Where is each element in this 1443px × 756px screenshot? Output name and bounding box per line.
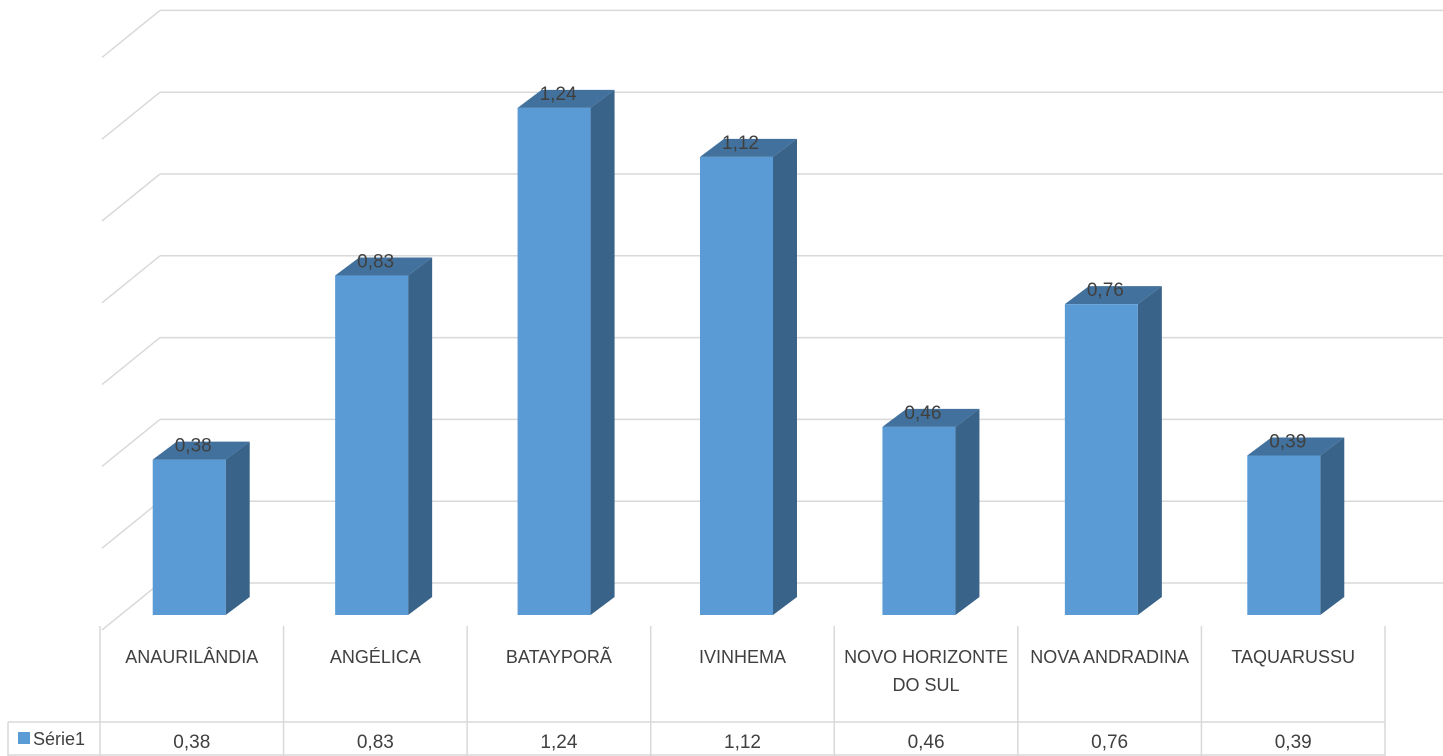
- bar: [1064, 304, 1138, 615]
- bar-top: [1064, 286, 1162, 305]
- table-value: 1,24: [540, 732, 577, 753]
- bar: [517, 107, 591, 615]
- table-value: 0,46: [908, 732, 945, 753]
- data-label: 1,12: [722, 133, 759, 154]
- bar-top: [152, 441, 250, 460]
- bar: [1247, 455, 1321, 615]
- bar-side: [773, 138, 797, 616]
- legend-label: Série1: [33, 729, 85, 749]
- x-tick-label: NOVA ANDRADINA: [1030, 647, 1189, 667]
- bar: [335, 275, 409, 615]
- gridline-diag: [101, 500, 161, 549]
- data-label: 1,24: [540, 84, 577, 105]
- gridline-diag: [101, 582, 161, 631]
- legend-swatch: [18, 732, 30, 744]
- bar-top: [517, 89, 615, 108]
- bar-side: [590, 89, 615, 616]
- x-tick-label: TAQUARUSSU: [1231, 647, 1355, 667]
- table-value: 1,12: [724, 732, 761, 753]
- gridline-diag: [101, 9, 161, 58]
- bar-side: [225, 441, 250, 615]
- gridline-diag: [101, 173, 161, 222]
- bar-side: [1320, 437, 1345, 615]
- gridline-diag: [101, 418, 161, 467]
- x-tick-label: ANGÉLICA: [330, 647, 421, 667]
- data-label: 0,83: [357, 252, 394, 273]
- data-label: 0,39: [1269, 431, 1306, 452]
- bar-side: [408, 257, 433, 615]
- table-value: 0,83: [357, 732, 394, 753]
- bar-top: [335, 257, 433, 276]
- data-label: 0,38: [175, 436, 212, 457]
- bar-top: [882, 408, 980, 427]
- bar: [882, 426, 956, 615]
- table-value: 0,76: [1091, 732, 1128, 753]
- gridline-diag: [101, 91, 161, 140]
- bar: [152, 459, 226, 615]
- bar-top: [1247, 437, 1345, 456]
- bar: [700, 156, 773, 616]
- bar-top: [700, 138, 797, 157]
- gridline-diag: [101, 255, 161, 304]
- x-tick-label: IVINHEMA: [699, 647, 786, 667]
- x-tick-label: ANAURILÂNDIA: [125, 647, 258, 667]
- data-label: 0,46: [904, 403, 941, 424]
- gridline-diag: [101, 337, 161, 386]
- table-value: 0,38: [173, 732, 210, 753]
- bar-side: [955, 408, 980, 615]
- x-tick-label: NOVO HORIZONTE DO SUL: [844, 647, 1008, 695]
- data-label: 0,76: [1087, 280, 1124, 301]
- table-value: 0,39: [1275, 732, 1312, 753]
- x-tick-label: BATAYPORÃ: [506, 646, 612, 667]
- bar-side: [1137, 286, 1162, 615]
